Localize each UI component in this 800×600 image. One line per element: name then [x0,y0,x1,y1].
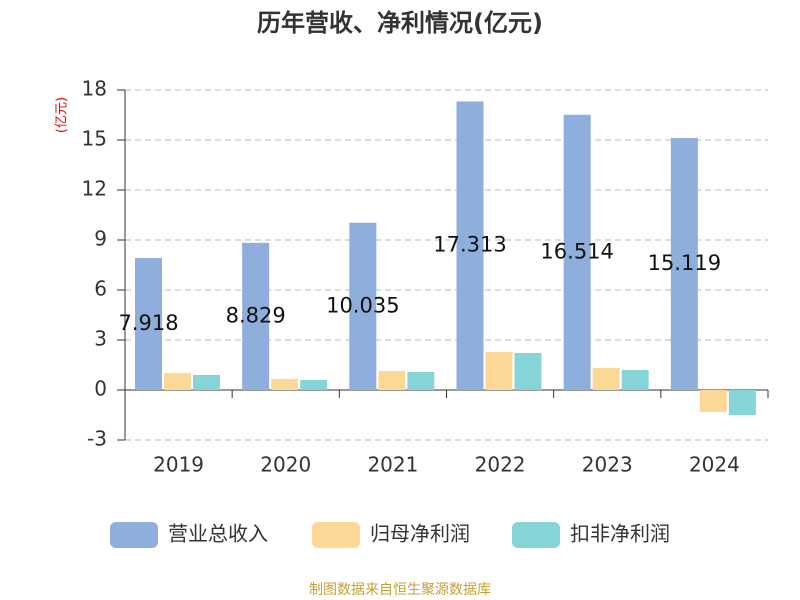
value-label: 16.514 [540,239,613,263]
value-label: 15.119 [648,251,721,275]
y-tick-label: 3 [94,327,107,351]
legend-swatch [312,522,360,548]
source-note: 制图数据来自恒生聚源数据库 [309,582,491,598]
y-tick-label: 15 [82,127,107,151]
y-axis-label: (亿元) [55,97,70,133]
x-tick-label: 2023 [582,453,633,477]
x-tick-label: 2019 [153,453,204,477]
bar [670,138,698,390]
bar [485,352,513,390]
value-label: 7.918 [118,311,178,335]
x-tick-label: 2021 [367,453,418,477]
value-label: 17.313 [433,233,506,257]
x-tick-label: 2022 [475,453,526,477]
bar [592,368,620,390]
bar [271,379,299,390]
x-tick-label: 2020 [260,453,311,477]
y-tick-label: 6 [94,277,107,301]
legend-label: 扣非净利润 [570,522,670,546]
value-label: 8.829 [226,303,286,327]
y-tick-label: 9 [94,227,107,251]
bar [563,114,591,391]
bar [621,370,649,390]
legend-label: 营业总收入 [168,522,268,546]
value-label: 10.035 [326,293,399,317]
y-tick-label: 18 [82,77,107,101]
legend-swatch [512,522,560,548]
bar [349,222,377,390]
chart-title: 历年营收、净利情况(亿元) [257,9,543,37]
bar [135,258,162,390]
bar [242,242,270,390]
bar [514,353,542,390]
y-tick-label: 12 [82,177,107,201]
bar [699,390,727,412]
y-tick-label: 0 [94,377,107,401]
bar [300,380,328,390]
legend-swatch [110,522,158,548]
bar [193,375,220,390]
bar [378,371,406,390]
bar [407,372,435,390]
y-tick-label: -3 [87,427,107,451]
bar [456,101,484,390]
bar [164,373,191,390]
bar [728,390,756,415]
x-tick-label: 2024 [689,453,740,477]
legend-label: 归母净利润 [370,522,470,546]
